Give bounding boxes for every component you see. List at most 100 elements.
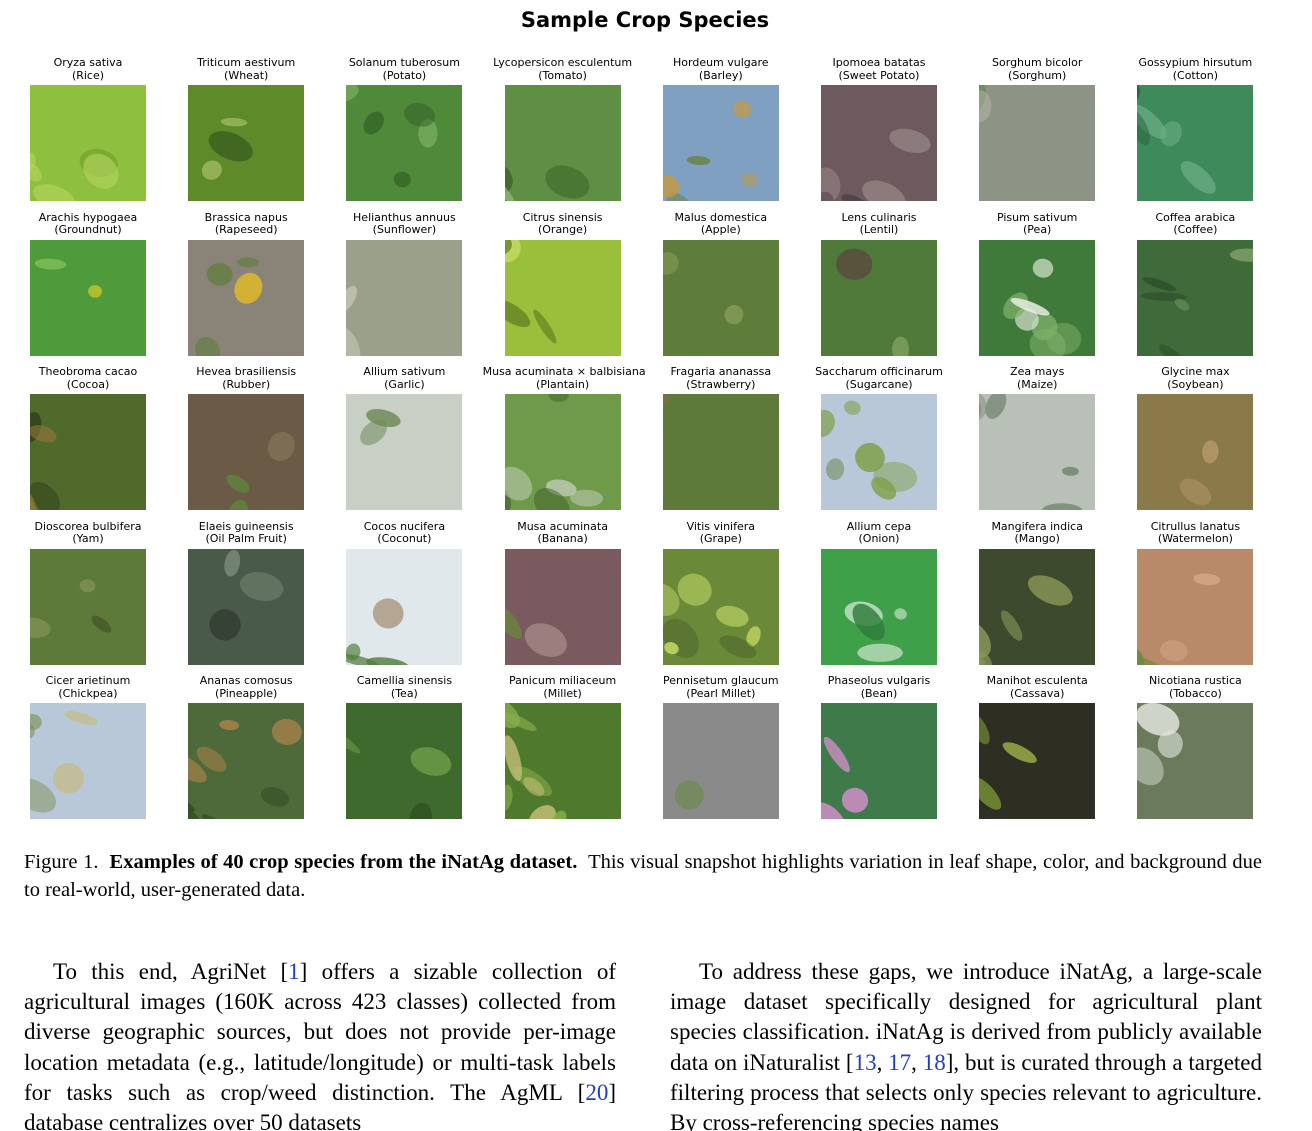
species-label: Nicotiana rustica (Tobacco) — [1115, 674, 1275, 700]
potato-leaves-photo — [346, 85, 463, 201]
caption-label: Figure 1. — [24, 851, 99, 873]
species-common-name: (Strawberry) — [686, 377, 756, 391]
species-label: Sorghum bicolor (Sorghum) — [957, 56, 1117, 82]
species-common-name: (Pineapple) — [215, 686, 278, 700]
mango-flowers-photo — [979, 548, 1096, 665]
bean-flowers-photo — [821, 703, 937, 819]
species-latin-name: Gossypium hirsutum — [1138, 56, 1253, 69]
species-latin-name: Triticum aestivum — [197, 56, 296, 69]
sugarcane-landscape-photo — [821, 394, 937, 510]
barley-field-photo — [662, 85, 779, 201]
species-label: Lens culinaris (Lentil) — [799, 210, 959, 237]
species-latin-name: Arachis hypogaea — [38, 210, 138, 224]
citation-link[interactable]: 20 — [585, 1079, 609, 1105]
body-column-left: To this end, AgriNet [1] offers a sizabl… — [24, 957, 616, 1131]
species-label: Brassica napus (Rapeseed) — [166, 211, 326, 237]
soybean-plant-photo — [1137, 394, 1254, 510]
species-common-name: (Grape) — [699, 532, 742, 545]
species-common-name: (Onion) — [858, 532, 900, 545]
species-label: Malus domestica (Apple) — [641, 210, 801, 237]
strawberry-leaves-photo — [662, 394, 779, 510]
species-common-name: (Groundnut) — [54, 223, 122, 236]
species-latin-name: Oryza sativa — [53, 56, 123, 69]
citation-link[interactable]: 1 — [288, 959, 300, 984]
species-label: Lycopersicon esculentum (Tomato) — [483, 56, 643, 82]
cocoa-pod-photo — [30, 394, 146, 510]
species-common-name: (Chickpea) — [58, 686, 118, 700]
species-latin-name: Solanum tuberosum — [348, 56, 460, 69]
species-label: Mangifera indica (Mango) — [957, 520, 1117, 546]
species-common-name: (Apple) — [700, 223, 741, 236]
species-latin-name: Cocos nucifera — [363, 519, 446, 533]
species-latin-name: Saccharum officinarum — [815, 365, 943, 378]
species-label: Theobroma cacao (Cocoa) — [8, 365, 168, 391]
text-run: ] offers a sizable collection of agricul… — [24, 959, 616, 1105]
species-latin-name: Malus domestica — [674, 210, 768, 224]
species-common-name: (Oil Palm Fruit) — [205, 532, 287, 545]
species-label: Vitis vinifera (Grape) — [641, 520, 801, 546]
species-latin-name: Helianthus annuus — [353, 210, 456, 224]
tobacco-leaves-photo — [1137, 703, 1254, 819]
species-latin-name: Phaseolus vulgaris — [827, 674, 931, 687]
sorghum-plant-photo — [979, 85, 1096, 201]
species-latin-name: Musa acuminata — [517, 519, 608, 533]
species-common-name: (Pea) — [1023, 223, 1052, 236]
lentil-hand-photo — [821, 239, 937, 356]
apple-shrub-photo — [662, 239, 779, 356]
species-common-name: (Mango) — [1014, 532, 1060, 545]
cassava-leaves-photo — [979, 703, 1096, 819]
species-label: Camellia sinensis (Tea) — [324, 674, 484, 700]
species-common-name: (Maize) — [1016, 377, 1058, 391]
figure-title: Sample Crop Species — [520, 8, 770, 32]
sunflower-head-photo — [346, 239, 463, 356]
species-label: Pisum sativum (Pea) — [957, 210, 1117, 237]
species-label: Manihot esculenta (Cassava) — [957, 674, 1117, 700]
species-label: Arachis hypogaea (Groundnut) — [8, 210, 168, 237]
species-common-name: (Millet) — [543, 686, 582, 700]
species-common-name: (Potato) — [382, 68, 427, 82]
species-common-name: (Cassava) — [1009, 686, 1065, 700]
cotton-leaves-photo — [1137, 85, 1254, 201]
tea-leaves-photo — [346, 703, 463, 819]
species-latin-name: Elaeis guineensis — [198, 519, 294, 533]
species-common-name: (Plantain) — [536, 377, 590, 391]
garlic-flower-photo — [346, 394, 463, 510]
species-label: Glycine max (Soybean) — [1115, 365, 1275, 391]
species-latin-name: Cicer arietinum — [45, 674, 131, 687]
text-run: To address these gaps, we introduce iNat… — [670, 959, 1262, 1075]
species-common-name: (Coffee) — [1173, 223, 1218, 236]
species-label: Phaseolus vulgaris (Bean) — [799, 674, 959, 700]
species-common-name: (Tea) — [390, 686, 418, 700]
species-common-name: (Banana) — [537, 532, 588, 545]
species-common-name: (Cocoa) — [66, 377, 110, 391]
species-label: Hordeum vulgare (Barley) — [641, 56, 801, 82]
species-label: Allium cepa (Onion) — [799, 520, 959, 546]
caption-bold: Examples of 40 crop species from the iNa… — [109, 851, 578, 873]
rubber-seedling-photo — [188, 394, 305, 510]
groundnut-plant-photo — [30, 239, 146, 356]
grape-vine-photo — [662, 548, 779, 665]
text-run: , — [876, 1049, 889, 1075]
species-label: Pennisetum glaucum (Pearl Millet) — [641, 674, 801, 700]
species-latin-name: Pisum sativum — [996, 210, 1078, 224]
species-latin-name: Coffea arabica — [1155, 210, 1236, 224]
citation-link[interactable]: 17 — [888, 1049, 912, 1075]
species-common-name: (Sugarcane) — [845, 377, 913, 391]
species-common-name: (Garlic) — [384, 377, 425, 391]
pearl-millet-photo — [662, 703, 779, 819]
species-latin-name: Lycopersicon esculentum — [493, 56, 633, 69]
citation-link[interactable]: 18 — [922, 1049, 946, 1075]
species-latin-name: Hevea brasiliensis — [196, 365, 297, 378]
species-label: Oryza sativa (Rice) — [8, 56, 168, 82]
species-label: Fragaria ananassa (Strawberry) — [641, 365, 801, 391]
citation-link[interactable]: 13 — [853, 1049, 877, 1075]
species-label: Panicum miliaceum (Millet) — [483, 674, 643, 700]
species-common-name: (Wheat) — [224, 68, 269, 82]
chickpea-field-photo — [30, 703, 146, 819]
species-common-name: (Yam) — [72, 532, 104, 545]
species-label: Helianthus annuus (Sunflower) — [324, 210, 484, 237]
species-latin-name: Allium sativum — [363, 365, 446, 378]
species-latin-name: Lens culinaris — [841, 210, 917, 224]
species-common-name: (Sunflower) — [372, 223, 437, 236]
species-label: Musa acuminata (Banana) — [483, 519, 643, 546]
